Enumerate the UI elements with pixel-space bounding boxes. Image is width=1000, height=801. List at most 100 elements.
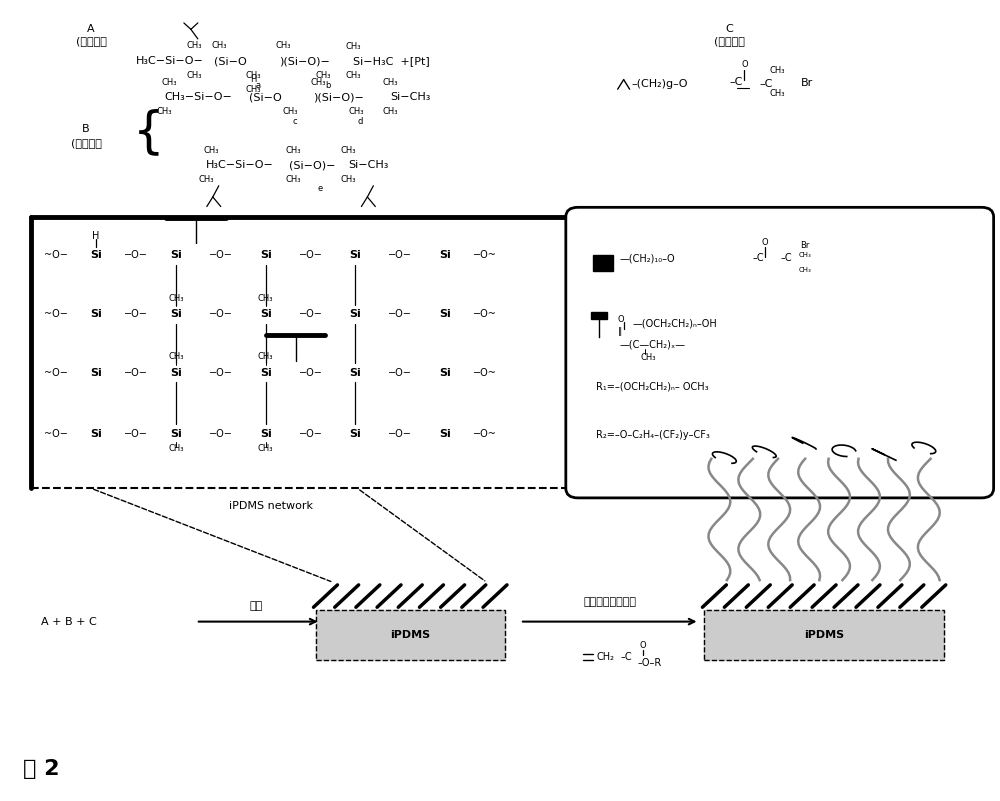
Text: (Si−O: (Si−O [214,56,247,66]
Text: CH₃: CH₃ [168,352,184,361]
Text: −O−: −O− [124,250,148,260]
Text: CH₃: CH₃ [246,71,261,80]
Text: R₁=–(OCH₂CH₂)ₙ– OCH₃: R₁=–(OCH₂CH₂)ₙ– OCH₃ [596,382,708,392]
Text: )(Si−O)−: )(Si−O)− [279,56,329,66]
Text: H₃C−Si−O−: H₃C−Si−O− [206,160,274,170]
Text: –(CH₂)g–O: –(CH₂)g–O [632,79,688,90]
Text: −O~: −O~ [473,250,497,260]
Text: −O−: −O− [209,429,233,439]
Text: Si: Si [350,429,361,439]
Text: CH₃: CH₃ [383,78,398,87]
Text: Si: Si [350,309,361,320]
Text: Si: Si [260,309,272,320]
Text: −O~: −O~ [473,368,497,377]
Text: CH₃: CH₃ [346,42,361,51]
Text: A: A [87,24,95,34]
Text: CH₃: CH₃ [349,107,364,116]
Text: −O−: −O− [388,250,412,260]
Text: Si: Si [90,368,102,377]
Text: Si−H₃C  +[Pt]: Si−H₃C +[Pt] [353,56,430,66]
Text: CH₃: CH₃ [316,71,331,80]
Text: (引发剂）: (引发剂） [714,36,745,46]
Text: CH₃: CH₃ [186,41,202,50]
Text: CH₃: CH₃ [156,107,172,116]
Bar [591,312,607,319]
Bar [316,610,505,660]
Text: (预聚物）: (预聚物） [76,36,107,46]
Text: –C: –C [780,253,792,264]
Text: CH₃: CH₃ [798,267,811,272]
Text: −O−: −O− [388,368,412,377]
Text: CH₃: CH₃ [258,444,273,453]
Text: CH₃: CH₃ [186,71,202,80]
Text: O: O [639,641,646,650]
Text: CH₃: CH₃ [211,41,227,50]
Text: )(Si−O)−: )(Si−O)− [314,92,364,103]
Bar [593,256,613,272]
Text: O: O [741,60,748,69]
Text: C: C [725,24,733,34]
Text: −O−: −O− [124,309,148,320]
Text: Si−CH₃: Si−CH₃ [348,160,389,170]
Text: CH₃: CH₃ [346,71,361,80]
Text: iPDMS network: iPDMS network [229,501,313,511]
Text: −O−: −O− [124,429,148,439]
Text: H₃C−Si−O−: H₃C−Si−O− [136,56,204,66]
Text: CH₃: CH₃ [258,352,273,361]
Text: CH₃: CH₃ [168,444,184,453]
Text: −O−: −O− [388,309,412,320]
Text: −O−: −O− [299,309,322,320]
Text: CH₃: CH₃ [168,294,184,303]
Text: –C: –C [759,79,773,90]
Text: ‖: ‖ [618,328,622,336]
Text: —(CH₂)₁₀–O: —(CH₂)₁₀–O [620,253,675,264]
Text: 交联: 交联 [249,601,262,610]
Text: CH₃: CH₃ [286,146,301,155]
Text: Br: Br [800,241,810,250]
Text: CH₃: CH₃ [258,294,273,303]
Text: ~O−: ~O− [44,429,68,439]
Text: A + B + C: A + B + C [41,617,97,626]
Text: Si: Si [90,309,102,320]
Text: —(C—CH₂)ₓ—: —(C—CH₂)ₓ— [620,340,686,349]
Text: CH₃: CH₃ [161,78,177,87]
Text: CH₃: CH₃ [383,107,398,116]
Text: CH₃: CH₃ [246,85,261,94]
Text: ~O−: ~O− [44,309,68,320]
Text: −O−: −O− [299,368,322,377]
Text: Si: Si [439,309,451,320]
Text: d: d [358,117,363,126]
Text: CH₂: CH₂ [597,652,615,662]
Text: –C: –C [729,77,743,87]
Text: Si: Si [350,250,361,260]
Text: CH₃: CH₃ [276,41,291,50]
Text: CH₃: CH₃ [341,175,356,184]
Text: iPDMS: iPDMS [390,630,430,640]
Text: 表面引发聚合反应: 表面引发聚合反应 [583,598,636,607]
Text: −O−: −O− [299,250,322,260]
Bar [704,610,944,660]
Text: B: B [82,124,90,134]
Text: CH₃: CH₃ [283,107,298,116]
Text: {: { [133,108,165,156]
Bar [704,610,944,660]
Text: CH₃: CH₃ [311,78,326,87]
Text: Si: Si [260,368,272,377]
Text: –C: –C [752,253,764,264]
Text: CH₃: CH₃ [769,90,785,99]
Text: −O~: −O~ [473,429,497,439]
Text: Si: Si [260,250,272,260]
Text: −O−: −O− [209,250,233,260]
Text: Si: Si [90,250,102,260]
Text: CH₃: CH₃ [203,146,219,155]
Text: Si: Si [170,368,182,377]
Text: O: O [618,315,624,324]
Text: —(OCH₂CH₂)ₙ–OH: —(OCH₂CH₂)ₙ–OH [633,319,717,329]
Text: CH₃: CH₃ [769,66,785,74]
Text: Si: Si [439,429,451,439]
Text: iPDMS: iPDMS [804,630,844,640]
Text: −O−: −O− [124,368,148,377]
Text: Si: Si [170,250,182,260]
Text: CH₃: CH₃ [198,175,214,184]
Text: a: a [255,81,260,90]
